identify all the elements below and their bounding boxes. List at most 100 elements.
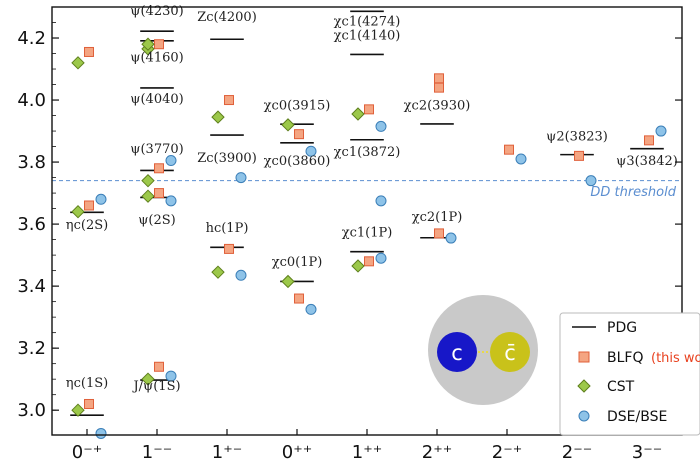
- state-label: Zc(3900): [197, 151, 257, 166]
- cst-point: [141, 37, 155, 51]
- state-label: Zc(4200): [197, 10, 257, 25]
- blfq-point: [84, 46, 94, 57]
- cst-point: [211, 110, 225, 124]
- dse-bse-point: [95, 427, 107, 439]
- dse-bse-point: [655, 125, 667, 137]
- dse-bse-point: [515, 153, 527, 165]
- y-tick-label: 4.0: [17, 90, 46, 111]
- legend-blfq-note: (this wo: [651, 351, 700, 366]
- state-label: χc2(3930): [404, 98, 471, 113]
- state-label: ψ2(3823): [546, 129, 608, 144]
- x-tick-label: 0⁻⁺: [72, 442, 102, 463]
- legend-cst-swatch: [577, 379, 591, 393]
- x-tick-label: 3⁻⁻: [632, 442, 662, 463]
- cst-point: [211, 265, 225, 279]
- y-tick-label: 3.6: [17, 214, 46, 235]
- legend-dse-swatch: [578, 410, 590, 422]
- legend-pdg-label: PDG: [607, 320, 637, 336]
- state-label: χc0(3915): [264, 98, 331, 113]
- dse-bse-point: [165, 195, 177, 207]
- dse-bse-point: [445, 232, 457, 244]
- x-tick-label: 1⁺⁻: [212, 442, 242, 463]
- blfq-point: [504, 144, 514, 155]
- state-label: ψ(4230): [130, 4, 183, 19]
- legend-box: [559, 312, 700, 436]
- dse-bse-point: [375, 252, 387, 264]
- cst-point: [141, 189, 155, 203]
- y-tick-label: 3.2: [17, 338, 46, 359]
- state-label: ψ3(3842): [616, 154, 678, 169]
- state-label: ψ(2S): [138, 213, 176, 228]
- blfq-point: [154, 361, 164, 372]
- cst-point: [351, 259, 365, 273]
- anticharm-quark-label: c̄: [504, 341, 516, 365]
- charm-quark-label: c: [451, 341, 463, 365]
- state-label: χc2(1P): [412, 210, 463, 225]
- blfq-point: [364, 104, 374, 115]
- state-label: ηc(1S): [66, 376, 108, 391]
- state-label: χc0(1P): [272, 255, 323, 270]
- cst-point: [141, 372, 155, 386]
- model-markers: [71, 37, 667, 439]
- state-label: ψ(4040): [130, 92, 183, 107]
- dse-bse-point: [95, 193, 107, 205]
- blfq-point: [434, 82, 444, 93]
- blfq-point: [84, 398, 94, 409]
- state-label: hc(1P): [206, 221, 249, 236]
- dse-bse-point: [305, 303, 317, 315]
- dse-bse-point: [375, 120, 387, 132]
- blfq-point: [434, 73, 444, 84]
- charm-quark: [437, 332, 477, 372]
- cst-point: [351, 107, 365, 121]
- dse-bse-point: [235, 172, 247, 184]
- blfq-point: [294, 293, 304, 304]
- blfq-point: [644, 135, 654, 146]
- blfq-point: [574, 150, 584, 161]
- blfq-point: [294, 129, 304, 140]
- y-tick-label: 4.2: [17, 28, 46, 49]
- blfq-point: [154, 39, 164, 50]
- state-label: ηc(2S): [66, 218, 108, 233]
- cst-point: [71, 204, 85, 219]
- dse-bse-point: [165, 155, 177, 167]
- dse-bse-point: [375, 195, 387, 207]
- blfq-point: [154, 188, 164, 199]
- state-label: ψ(3770): [130, 142, 183, 157]
- state-label: χc1(3872): [334, 145, 401, 160]
- blfq-point: [364, 256, 374, 267]
- y-tick-label: 3.0: [17, 400, 46, 421]
- state-label: J/ψ(1S): [131, 379, 180, 394]
- threshold-label: DD threshold: [590, 185, 676, 200]
- x-tick-label: 2⁻⁺: [492, 442, 522, 463]
- state-label: χc1(4140): [334, 29, 401, 44]
- legend-cst-label: CST: [607, 379, 635, 395]
- state-label: ψ(4160): [130, 50, 183, 65]
- cst-point: [281, 118, 295, 132]
- blfq-point: [224, 95, 234, 106]
- legend-dse-label: DSE/BSE: [607, 409, 667, 425]
- pdg-lines: [70, 10, 664, 416]
- x-tick-label: 1⁻⁻: [142, 442, 172, 463]
- y-tick-label: 3.4: [17, 276, 46, 297]
- blfq-point: [84, 200, 94, 211]
- blfq-point: [224, 243, 234, 254]
- x-tick-label: 0⁺⁺: [282, 442, 312, 463]
- dse-bse-point: [165, 370, 177, 382]
- legend: PDG BLFQ (this wo CST DSE/BSE: [559, 312, 700, 436]
- cst-point: [71, 56, 85, 70]
- meson-inset: c c̄: [428, 295, 538, 405]
- x-tick-label: 2⁺⁺: [422, 442, 452, 463]
- y-tick-label: 3.8: [17, 152, 46, 173]
- cst-point: [281, 274, 295, 289]
- anticharm-quark: [490, 332, 530, 372]
- axes: 3.0 3.2 3.4 3.6 3.8 4.0 4.2 0⁻⁺ 1⁻⁻ 1⁺⁻ 0⁺⁺ 1⁺⁺ 2⁺⁺ 2…: [17, 22, 682, 463]
- dse-bse-point: [585, 175, 597, 187]
- x-tick-label: 2⁻⁻: [562, 442, 592, 463]
- dse-bse-point: [235, 269, 247, 281]
- blfq-point: [154, 163, 164, 174]
- legend-blfq-label: BLFQ: [607, 350, 643, 366]
- state-label: χc0(3860): [264, 154, 331, 169]
- meson-blob: [428, 295, 538, 405]
- cst-point: [141, 173, 155, 188]
- state-label: χc1(1P): [342, 226, 393, 241]
